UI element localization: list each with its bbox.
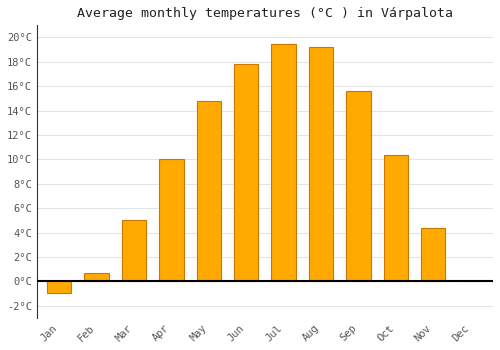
Title: Average monthly temperatures (°C ) in Várpalota: Average monthly temperatures (°C ) in Vá… xyxy=(77,7,453,20)
Bar xyxy=(84,273,109,281)
Bar xyxy=(160,159,184,281)
Bar xyxy=(47,281,72,294)
Bar xyxy=(234,64,258,281)
Bar xyxy=(309,47,333,281)
Bar xyxy=(421,228,446,281)
Bar xyxy=(122,220,146,281)
Bar xyxy=(272,43,296,281)
Bar xyxy=(196,101,221,281)
Bar xyxy=(346,91,370,281)
Bar xyxy=(384,154,408,281)
